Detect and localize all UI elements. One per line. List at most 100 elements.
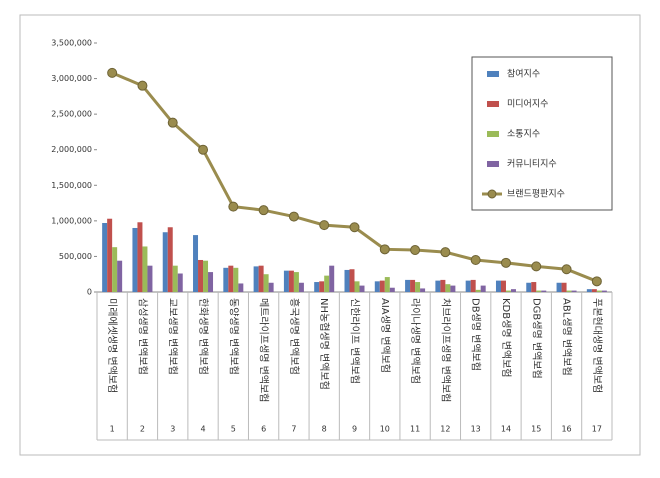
bar <box>435 280 441 292</box>
x-tick-label: DB생명 변액보험 <box>470 298 482 371</box>
rank-label: 17 <box>592 425 602 434</box>
x-tick-label: 흥국생명 변액보험 <box>288 298 301 375</box>
bar <box>142 246 148 292</box>
rank-label: 14 <box>501 425 511 434</box>
bar <box>505 290 511 292</box>
line-marker <box>440 247 451 258</box>
bar <box>298 282 304 292</box>
bar <box>208 272 214 292</box>
y-tick-label: 3,000,000 <box>51 74 92 83</box>
bar <box>359 285 365 292</box>
bar <box>132 227 138 292</box>
line-marker <box>349 222 360 233</box>
rank-label: 4 <box>200 425 205 434</box>
bar <box>329 265 335 292</box>
line-marker <box>167 117 178 128</box>
legend-swatch <box>487 71 499 77</box>
line-marker <box>379 244 390 255</box>
bar <box>379 280 385 292</box>
legend-swatch <box>487 131 499 137</box>
line-marker <box>228 201 239 212</box>
line-marker <box>591 276 602 287</box>
bar <box>228 265 234 292</box>
rank-label: 9 <box>352 425 357 434</box>
x-tick-label: NH농협생명 변액보험 <box>318 298 331 390</box>
bar <box>591 289 597 292</box>
bar <box>283 270 289 292</box>
x-tick-label: 한화생명 변액보험 <box>197 298 209 375</box>
bar <box>450 285 456 292</box>
y-tick-label: 2,000,000 <box>51 145 92 154</box>
bar <box>293 272 299 292</box>
rank-label: 13 <box>471 425 481 434</box>
bar <box>556 282 562 292</box>
bar <box>177 273 183 292</box>
bar <box>536 290 542 292</box>
x-tick-label: 동양생명 변액보험 <box>227 298 239 375</box>
bar <box>258 265 264 292</box>
x-tick-label: KDB생명 변액보험 <box>500 298 512 378</box>
bar <box>541 290 547 292</box>
bar <box>253 266 259 292</box>
bar <box>349 269 355 292</box>
bar <box>324 275 330 292</box>
bar <box>415 282 421 292</box>
bar <box>420 288 426 292</box>
rank-label: 1 <box>110 425 115 434</box>
bar <box>500 280 506 292</box>
line-marker <box>319 220 330 231</box>
rank-label: 11 <box>410 425 420 434</box>
line-marker <box>258 205 269 216</box>
y-tick-label: 0 <box>87 288 92 297</box>
rank-label: 3 <box>170 425 175 434</box>
rank-label: 7 <box>291 425 296 434</box>
bar <box>354 281 360 292</box>
legend-marker <box>487 189 497 199</box>
bar <box>410 279 416 292</box>
bar <box>510 289 516 292</box>
y-tick-label: 3,500,000 <box>51 39 92 48</box>
bar <box>319 281 325 292</box>
legend-swatch <box>487 161 499 167</box>
line-marker <box>198 144 209 155</box>
bar <box>531 282 537 292</box>
bar <box>596 290 602 292</box>
x-tick-label: DGB생명 변액보험 <box>530 298 542 379</box>
bar <box>203 260 209 292</box>
line-marker <box>561 264 572 275</box>
legend-label: 미디어지수 <box>507 99 548 110</box>
x-tick-label: 교보생명 변액보험 <box>167 298 179 375</box>
bar <box>268 282 274 292</box>
y-tick-label: 2,500,000 <box>51 110 92 119</box>
legend-label: 참여지수 <box>507 68 540 80</box>
bar <box>102 222 108 292</box>
bar <box>198 259 204 292</box>
line-marker <box>531 261 542 272</box>
rank-label: 16 <box>561 425 571 434</box>
bar <box>445 284 451 292</box>
line-marker <box>137 80 148 91</box>
bar <box>384 277 390 292</box>
x-tick-label: 신한라이프 변액보험 <box>349 298 361 384</box>
bar <box>495 280 501 292</box>
bar <box>137 222 143 292</box>
bar <box>374 281 380 292</box>
bar <box>117 260 123 292</box>
rank-label: 6 <box>261 425 266 434</box>
x-tick-label: ABL생명 변액보험 <box>561 298 573 376</box>
bar <box>405 279 411 292</box>
bar <box>233 267 239 292</box>
legend-label: 커뮤니티지수 <box>507 159 557 170</box>
bar <box>193 235 199 292</box>
x-tick-label: 라이나생명 변액보험 <box>409 298 421 384</box>
bar <box>465 280 471 292</box>
bar <box>238 283 244 292</box>
bar <box>147 265 153 292</box>
y-tick-label: 1,000,000 <box>51 216 92 225</box>
bar <box>344 269 350 292</box>
bar <box>566 290 572 292</box>
bar <box>526 282 532 292</box>
chart-frame <box>19 14 641 456</box>
bar <box>172 265 178 292</box>
